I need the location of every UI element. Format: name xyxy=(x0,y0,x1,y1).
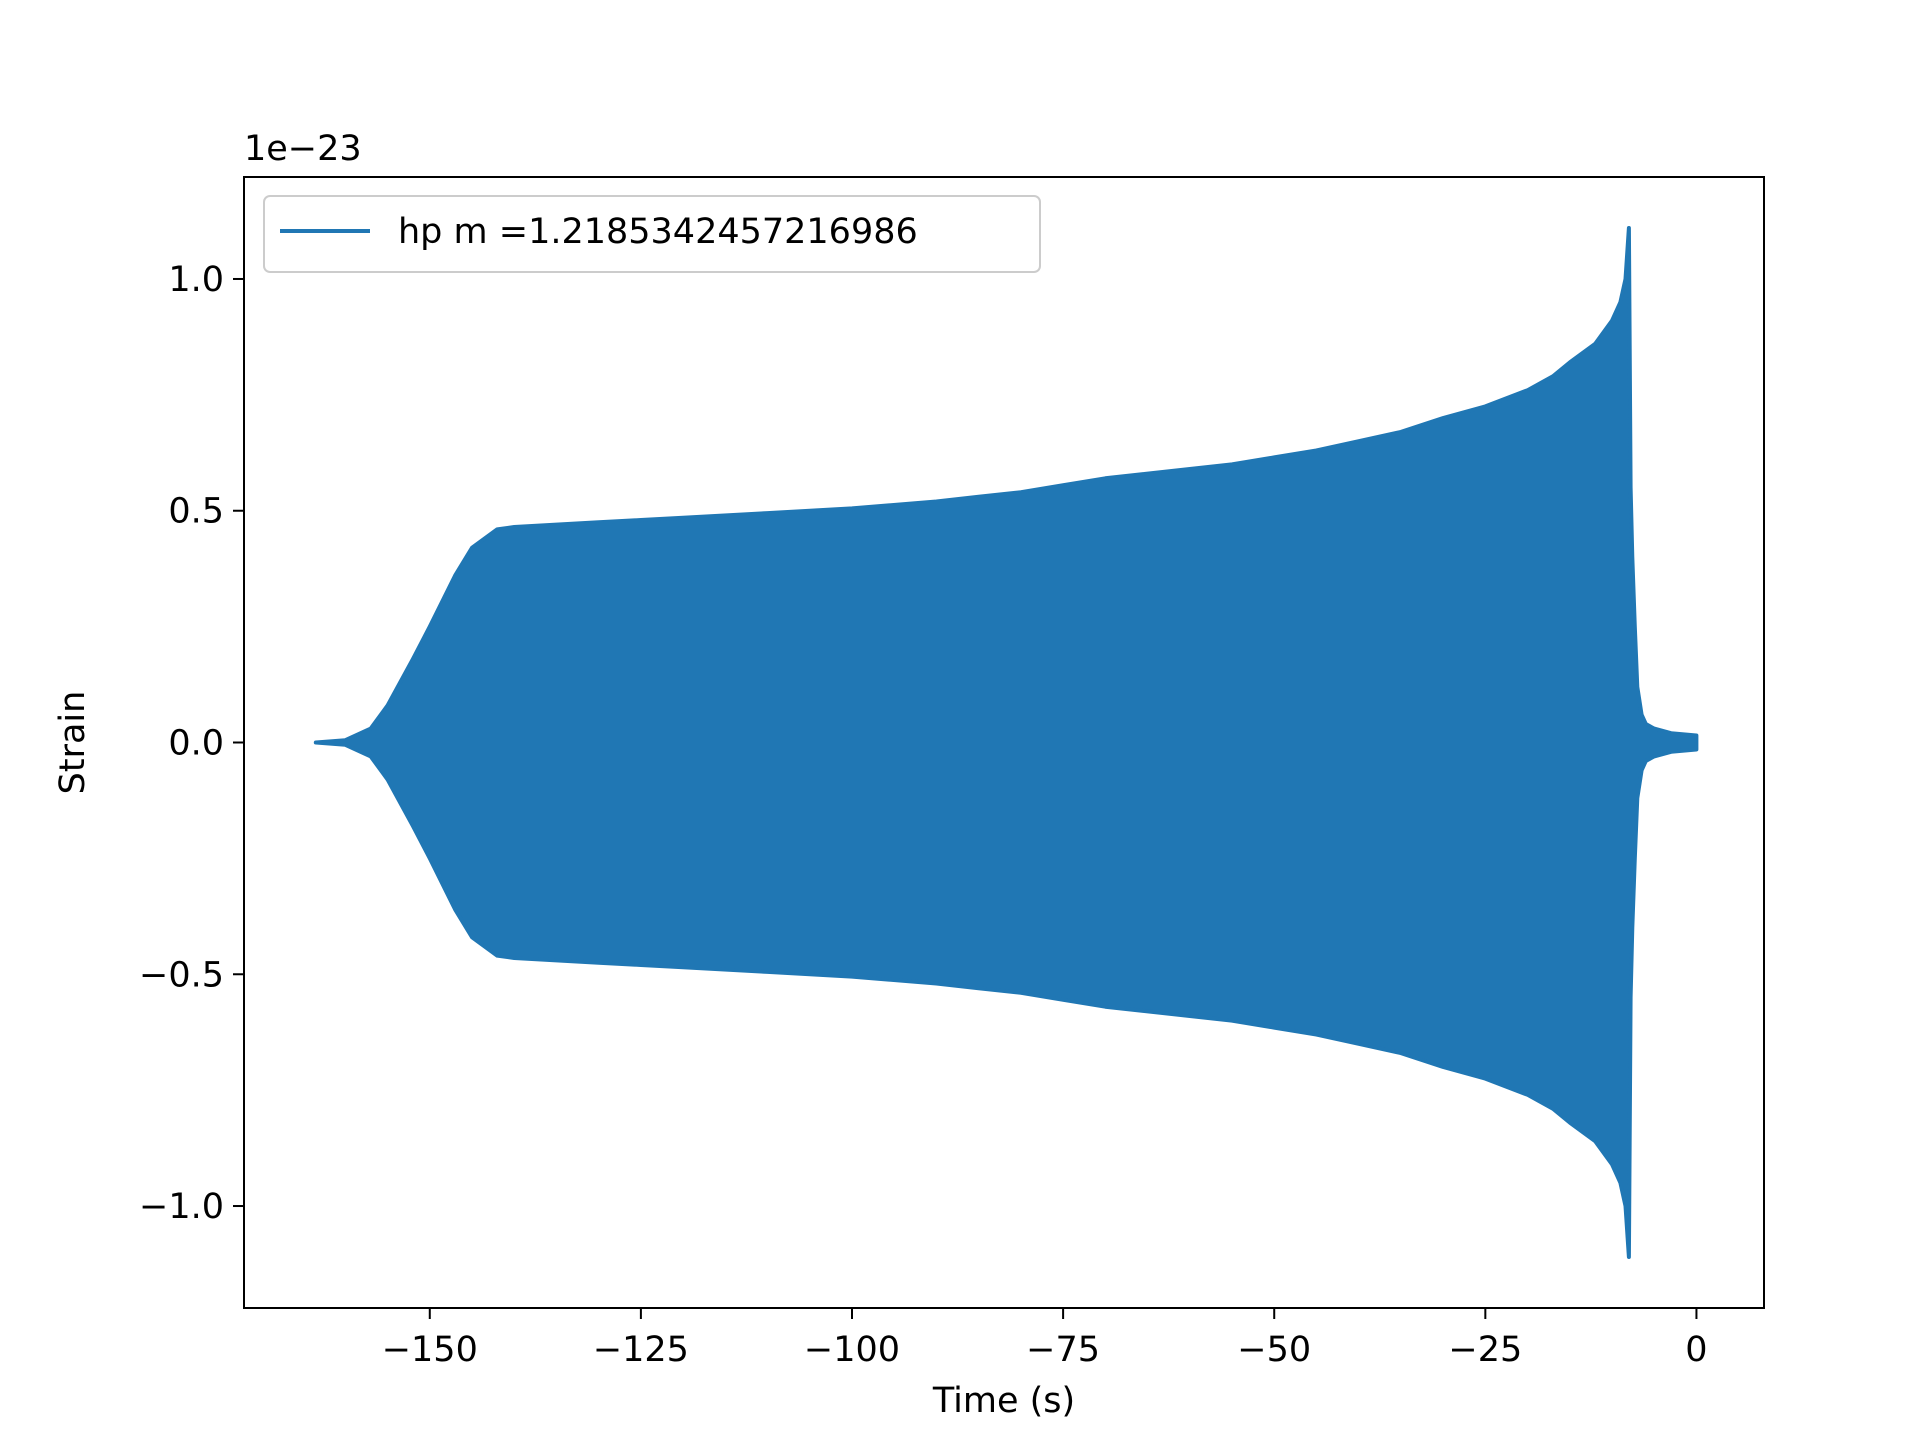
x-tick-label: 0 xyxy=(1685,1330,1707,1370)
y-tick-label: −1.0 xyxy=(139,1187,224,1227)
legend-label: hp m =1.2185342457216986 xyxy=(398,212,918,252)
y-tick-label: 0.0 xyxy=(168,724,224,764)
x-axis-label: Time (s) xyxy=(932,1381,1075,1421)
y-offset-label: 1e−23 xyxy=(244,129,362,169)
x-tick-label: −125 xyxy=(593,1330,689,1370)
legend: hp m =1.2185342457216986 xyxy=(263,195,1041,273)
x-tick-label: −75 xyxy=(1026,1330,1100,1370)
y-axis-label: Strain xyxy=(53,691,93,795)
x-tick-label: −150 xyxy=(382,1330,478,1370)
y-tick-label: 0.5 xyxy=(168,492,224,532)
plot-area xyxy=(313,226,1699,1259)
x-tick-label: −25 xyxy=(1448,1330,1522,1370)
y-axis-ticks: 1.0 0.5 0.0 −0.5 −1.0 xyxy=(139,260,244,1227)
x-tick-label: −50 xyxy=(1237,1330,1311,1370)
x-tick-label: −100 xyxy=(804,1330,900,1370)
y-tick-label: 1.0 xyxy=(168,260,224,300)
y-tick-label: −0.5 xyxy=(139,955,224,995)
legend-box xyxy=(263,195,1041,273)
x-axis-ticks: −150 −125 −100 −75 −50 −25 0 xyxy=(382,1308,1708,1370)
